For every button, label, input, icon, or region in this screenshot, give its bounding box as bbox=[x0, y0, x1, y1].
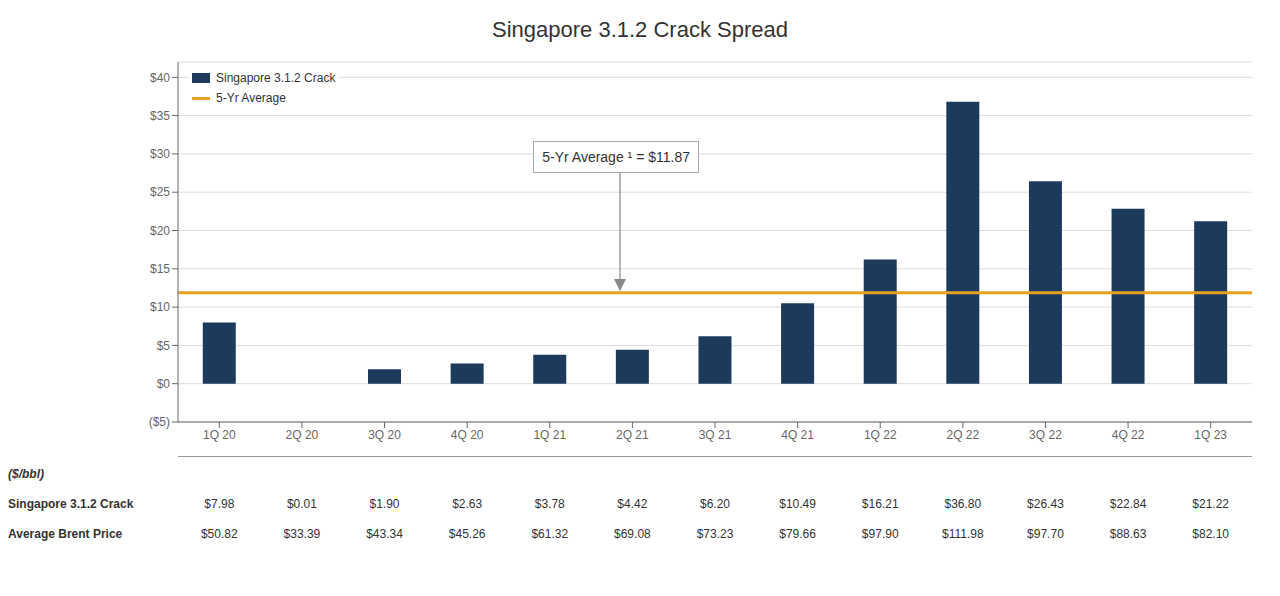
html-text:Singapore 3.1.2 Crack: Singapore 3.1.2 Crack bbox=[216, 71, 336, 85]
html-text:$88.63: $88.63 bbox=[1109, 527, 1147, 541]
svg-text:$5: $5 bbox=[157, 339, 171, 353]
svg-text:$20: $20 bbox=[150, 224, 170, 238]
html-text:Average Brent Price: Average Brent Price bbox=[8, 527, 123, 541]
svg-text:1Q 23: 1Q 23 bbox=[1194, 428, 1227, 442]
html-text:5-Yr Average ¹ = $11.87: 5-Yr Average ¹ = $11.87 bbox=[542, 149, 690, 166]
svg-text:4Q 22: 4Q 22 bbox=[1112, 428, 1145, 442]
html-text:$69.08: $69.08 bbox=[614, 527, 651, 541]
html-text:$6.20: $6.20 bbox=[700, 497, 730, 511]
html-text:$22.84: $22.84 bbox=[1109, 497, 1147, 511]
svg-text:3Q 21: 3Q 21 bbox=[699, 428, 732, 442]
svg-text:2Q 22: 2Q 22 bbox=[946, 428, 979, 442]
html-text:$111.98: $111.98 bbox=[942, 527, 984, 541]
svg-text:($5): ($5) bbox=[149, 415, 170, 429]
html-text:$21.22: $21.22 bbox=[1192, 497, 1229, 511]
svg-text:2Q 21: 2Q 21 bbox=[616, 428, 649, 442]
html-text:$2.63: $2.63 bbox=[452, 497, 483, 511]
html-text:$43.34: $43.34 bbox=[366, 527, 403, 541]
svg-text:$35: $35 bbox=[150, 109, 170, 123]
html-text:$97.90: $97.90 bbox=[861, 527, 899, 541]
svg-text:2Q 20: 2Q 20 bbox=[286, 428, 319, 442]
svg-text:4Q 21: 4Q 21 bbox=[781, 428, 814, 442]
html-text:$61.32: $61.32 bbox=[531, 527, 569, 541]
html-text:$3.78: $3.78 bbox=[534, 497, 565, 511]
html-text:$0.01: $0.01 bbox=[286, 497, 317, 511]
svg-text:$40: $40 bbox=[150, 71, 170, 85]
html-text:$50.82: $50.82 bbox=[200, 527, 238, 541]
html-text:$82.10: $82.10 bbox=[1192, 527, 1229, 541]
html-text:$1.90: $1.90 bbox=[369, 497, 400, 511]
svg-text:3Q 20: 3Q 20 bbox=[368, 428, 401, 442]
svg-text:$10: $10 bbox=[150, 300, 170, 314]
svg-text:3Q 22: 3Q 22 bbox=[1029, 428, 1062, 442]
html-text:($/bbl): ($/bbl) bbox=[8, 467, 44, 481]
html-text:$79.66: $79.66 bbox=[779, 527, 816, 541]
html-text:$16.21: $16.21 bbox=[861, 497, 899, 511]
html-text:$10.49: $10.49 bbox=[779, 497, 816, 511]
html-text:$45.26: $45.26 bbox=[448, 527, 486, 541]
html-text:$73.23: $73.23 bbox=[696, 527, 734, 541]
html-text:$33.39: $33.39 bbox=[283, 527, 321, 541]
svg-text:1Q 20: 1Q 20 bbox=[203, 428, 236, 442]
svg-text:$15: $15 bbox=[150, 262, 170, 276]
html-text:$36.80: $36.80 bbox=[944, 497, 982, 511]
svg-text:$30: $30 bbox=[150, 147, 170, 161]
svg-text:4Q 20: 4Q 20 bbox=[451, 428, 484, 442]
svg-text:$25: $25 bbox=[150, 185, 170, 199]
html-text:$97.70: $97.70 bbox=[1027, 527, 1064, 541]
html-text:Singapore 3.1.2 Crack Spread: Singapore 3.1.2 Crack Spread bbox=[492, 17, 788, 42]
html-text:5-Yr Average: 5-Yr Average bbox=[216, 91, 286, 105]
svg-text:$0: $0 bbox=[157, 377, 171, 391]
html-text:$4.42: $4.42 bbox=[617, 497, 648, 511]
svg-text:1Q 22: 1Q 22 bbox=[864, 428, 897, 442]
svg-text:1Q 21: 1Q 21 bbox=[533, 428, 566, 442]
html-text:Singapore 3.1.2 Crack: Singapore 3.1.2 Crack bbox=[8, 497, 134, 511]
html-text:$26.43: $26.43 bbox=[1027, 497, 1064, 511]
html-text:$7.98: $7.98 bbox=[204, 497, 235, 511]
